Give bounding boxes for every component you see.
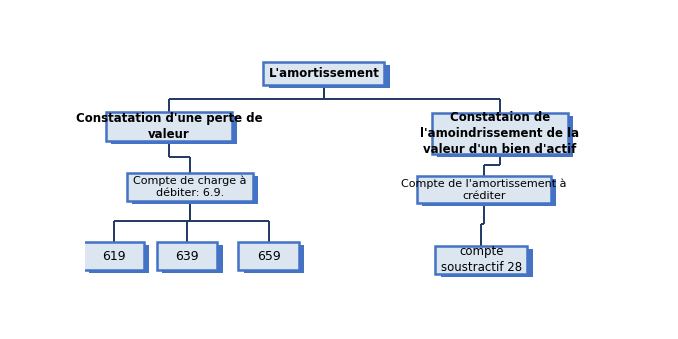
- Bar: [441, 249, 533, 277]
- Bar: [432, 113, 568, 154]
- Bar: [157, 242, 218, 270]
- Text: 619: 619: [102, 250, 125, 262]
- Text: 659: 659: [257, 250, 281, 262]
- Text: Constatation d'une perte de
valeur: Constatation d'une perte de valeur: [75, 112, 262, 141]
- Text: Constataion de
l'amoindrissement de la
valeur d'un bien d'actif: Constataion de l'amoindrissement de la v…: [420, 111, 580, 156]
- Bar: [239, 242, 299, 270]
- Bar: [111, 116, 237, 144]
- Bar: [106, 113, 232, 141]
- Bar: [435, 245, 527, 274]
- Bar: [437, 116, 574, 157]
- Bar: [132, 176, 258, 204]
- Bar: [162, 245, 222, 273]
- Bar: [83, 242, 144, 270]
- Bar: [268, 65, 390, 88]
- Text: 639: 639: [176, 250, 199, 262]
- Bar: [243, 245, 304, 273]
- Bar: [127, 173, 253, 201]
- Text: compte
soustractif 28: compte soustractif 28: [441, 245, 522, 275]
- Text: Compte de charge à
débiter: 6.9.: Compte de charge à débiter: 6.9.: [133, 175, 247, 198]
- Bar: [417, 176, 551, 203]
- Bar: [422, 179, 557, 206]
- Bar: [263, 62, 384, 85]
- Text: Compte de l'amortissement à
créditer: Compte de l'amortissement à créditer: [401, 178, 567, 201]
- Text: L'amortissement: L'amortissement: [268, 67, 379, 80]
- Bar: [89, 245, 149, 273]
